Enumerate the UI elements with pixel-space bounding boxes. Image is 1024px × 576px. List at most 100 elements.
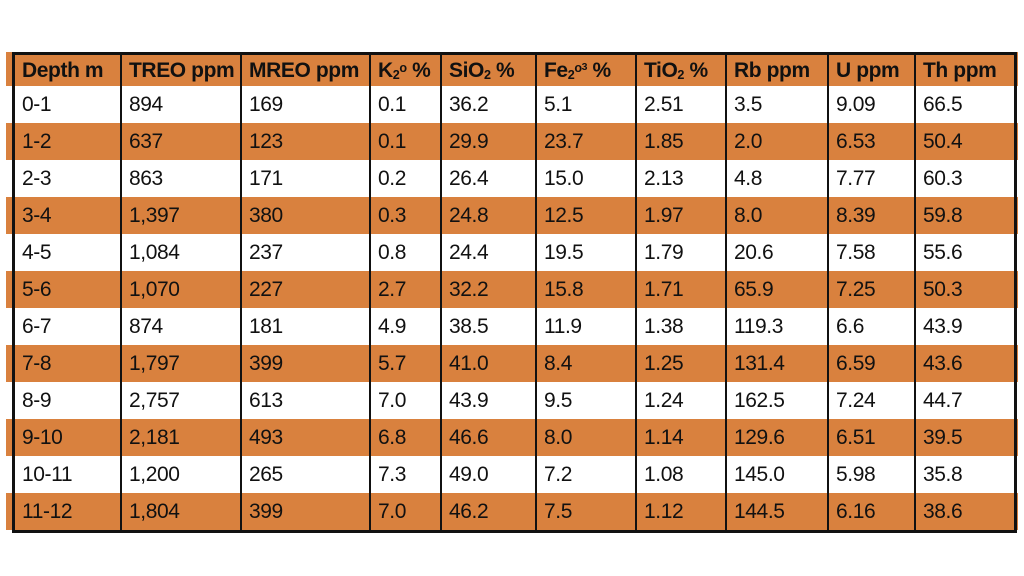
table-row-1-2: 1-2 637 123 0.1 29.9 23.7 1.85 2.0 6.53 50.4 bbox=[15, 123, 1014, 160]
cell-u: 7.24 bbox=[827, 382, 914, 419]
cell-k2o: 5.7 bbox=[369, 345, 440, 382]
cell-rb: 3.5 bbox=[725, 86, 827, 123]
cell-depth: 1-2 bbox=[22, 129, 52, 153]
cell-k2o: 7.0 bbox=[369, 493, 440, 530]
table-row-4-5: 4-5 1,084 237 0.8 24.4 19.5 1.79 20.6 7.58 55.6 bbox=[15, 234, 1014, 271]
cell-treo: 1,397 bbox=[120, 197, 240, 234]
column-header-sio2: SiO2 % bbox=[440, 55, 535, 86]
cell-mreo: 227 bbox=[240, 271, 369, 308]
cell-k2o: 6.8 bbox=[369, 419, 440, 456]
cell-rb: 4.8 bbox=[725, 160, 827, 197]
cell-u: 8.39 bbox=[827, 197, 914, 234]
orange-row-stripe bbox=[6, 197, 1018, 234]
header-text-segment: Rb ppm bbox=[734, 58, 810, 82]
header-text-segment: MREO ppm bbox=[249, 58, 359, 82]
cell-u: 7.25 bbox=[827, 271, 914, 308]
cell-k2o: 7.0 bbox=[369, 382, 440, 419]
header-text-segment: TiO bbox=[644, 58, 678, 82]
header-text-segment: % bbox=[490, 58, 515, 82]
table-row-9-10: 9-10 2,181 493 6.8 46.6 8.0 1.14 129.6 6.51 39.5 bbox=[15, 419, 1014, 456]
header-text-segment: U ppm bbox=[836, 58, 900, 82]
cell-tio2: 1.25 bbox=[635, 345, 725, 382]
cell-depth: 2-3 bbox=[22, 166, 52, 190]
cell-depth: 8-9 bbox=[22, 388, 52, 412]
table-row-0-1: 0-1 894 169 0.1 36.2 5.1 2.51 3.5 9.09 66.5 bbox=[15, 86, 1014, 123]
cell-fe2o3: 19.5 bbox=[535, 234, 635, 271]
cell-sio2: 24.8 bbox=[440, 197, 535, 234]
column-header-th: Th ppm bbox=[914, 55, 1014, 86]
cell-u: 7.77 bbox=[827, 160, 914, 197]
table-row-2-3: 2-3 863 171 0.2 26.4 15.0 2.13 4.8 7.77 60.3 bbox=[15, 160, 1014, 197]
cell-tio2: 2.51 bbox=[635, 86, 725, 123]
cell-th: 39.5 bbox=[914, 419, 1014, 456]
cell-u: 6.53 bbox=[827, 123, 914, 160]
cell-th: 55.6 bbox=[914, 234, 1014, 271]
header-text-segment: SiO bbox=[449, 58, 484, 82]
cell-th: 43.6 bbox=[914, 345, 1014, 382]
cell-k2o: 0.1 bbox=[369, 123, 440, 160]
header-text-segment: % bbox=[406, 58, 431, 82]
cell-tio2: 1.85 bbox=[635, 123, 725, 160]
cell-k2o: 2.7 bbox=[369, 271, 440, 308]
cell-depth: 4-5 bbox=[22, 240, 52, 264]
cell-th: 50.4 bbox=[914, 123, 1014, 160]
cell-mreo: 123 bbox=[240, 123, 369, 160]
cell-sio2: 36.2 bbox=[440, 86, 535, 123]
cell-rb: 8.0 bbox=[725, 197, 827, 234]
cell-treo: 637 bbox=[120, 123, 240, 160]
cell-k2o: 0.1 bbox=[369, 86, 440, 123]
orange-row-stripe bbox=[6, 123, 1018, 160]
header-text-segment: 2 bbox=[392, 68, 400, 83]
header-text-segment: 3 bbox=[581, 60, 588, 73]
cell-fe2o3: 7.2 bbox=[535, 456, 635, 493]
row-stripes bbox=[6, 52, 1018, 534]
column-header-tio2: TiO2 % bbox=[635, 55, 725, 86]
cell-tio2: 1.24 bbox=[635, 382, 725, 419]
cell-treo: 1,804 bbox=[120, 493, 240, 530]
cell-th: 43.9 bbox=[914, 308, 1014, 345]
cell-fe2o3: 9.5 bbox=[535, 382, 635, 419]
cell-treo: 1,070 bbox=[120, 271, 240, 308]
cell-sio2: 38.5 bbox=[440, 308, 535, 345]
cell-sio2: 46.6 bbox=[440, 419, 535, 456]
header-text-segment: 2 bbox=[483, 68, 491, 83]
header-text-segment: Fe bbox=[544, 58, 568, 82]
table-row-3-4: 3-4 1,397 380 0.3 24.8 12.5 1.97 8.0 8.39 59.8 bbox=[15, 197, 1014, 234]
cell-sio2: 26.4 bbox=[440, 160, 535, 197]
cell-u: 6.51 bbox=[827, 419, 914, 456]
cell-u: 6.16 bbox=[827, 493, 914, 530]
table-row-10-11: 10-11 1,200 265 7.3 49.0 7.2 1.08 145.0 5.98 35.8 bbox=[15, 456, 1014, 493]
cell-th: 60.3 bbox=[914, 160, 1014, 197]
cell-mreo: 169 bbox=[240, 86, 369, 123]
header-text-segment: o bbox=[399, 60, 407, 75]
header-row: Depth m TREO ppm MREO ppm K2o % SiO2 % Fe2o3 … bbox=[15, 55, 1014, 86]
column-header-depth: Depth m bbox=[15, 55, 120, 86]
cell-tio2: 1.97 bbox=[635, 197, 725, 234]
cell-rb: 129.6 bbox=[725, 419, 827, 456]
table-row-8-9: 8-9 2,757 613 7.0 43.9 9.5 1.24 162.5 7.24 44.7 bbox=[15, 382, 1014, 419]
cell-rb: 20.6 bbox=[725, 234, 827, 271]
cell-rb: 2.0 bbox=[725, 123, 827, 160]
orange-row-stripe bbox=[6, 345, 1018, 382]
cell-mreo: 380 bbox=[240, 197, 369, 234]
cell-treo: 874 bbox=[120, 308, 240, 345]
cell-th: 59.8 bbox=[914, 197, 1014, 234]
header-text-segment: 2 bbox=[567, 68, 575, 83]
assay-table: Depth m TREO ppm MREO ppm K2o % SiO2 % Fe2o3 … bbox=[12, 52, 1017, 533]
cell-k2o: 4.9 bbox=[369, 308, 440, 345]
cell-tio2: 1.79 bbox=[635, 234, 725, 271]
table-row-7-8: 7-8 1,797 399 5.7 41.0 8.4 1.25 131.4 6.59 43.6 bbox=[15, 345, 1014, 382]
orange-row-stripe bbox=[6, 419, 1018, 456]
column-header-mreo: MREO ppm bbox=[240, 55, 369, 86]
cell-mreo: 171 bbox=[240, 160, 369, 197]
cell-depth: 11-12 bbox=[22, 499, 73, 523]
cell-u: 6.59 bbox=[827, 345, 914, 382]
cell-mreo: 265 bbox=[240, 456, 369, 493]
cell-tio2: 1.08 bbox=[635, 456, 725, 493]
cell-th: 38.6 bbox=[914, 493, 1014, 530]
cell-tio2: 2.13 bbox=[635, 160, 725, 197]
table-row-5-6: 5-6 1,070 227 2.7 32.2 15.8 1.71 65.9 7.25 50.3 bbox=[15, 271, 1014, 308]
cell-treo: 1,084 bbox=[120, 234, 240, 271]
cell-rb: 65.9 bbox=[725, 271, 827, 308]
cell-mreo: 493 bbox=[240, 419, 369, 456]
